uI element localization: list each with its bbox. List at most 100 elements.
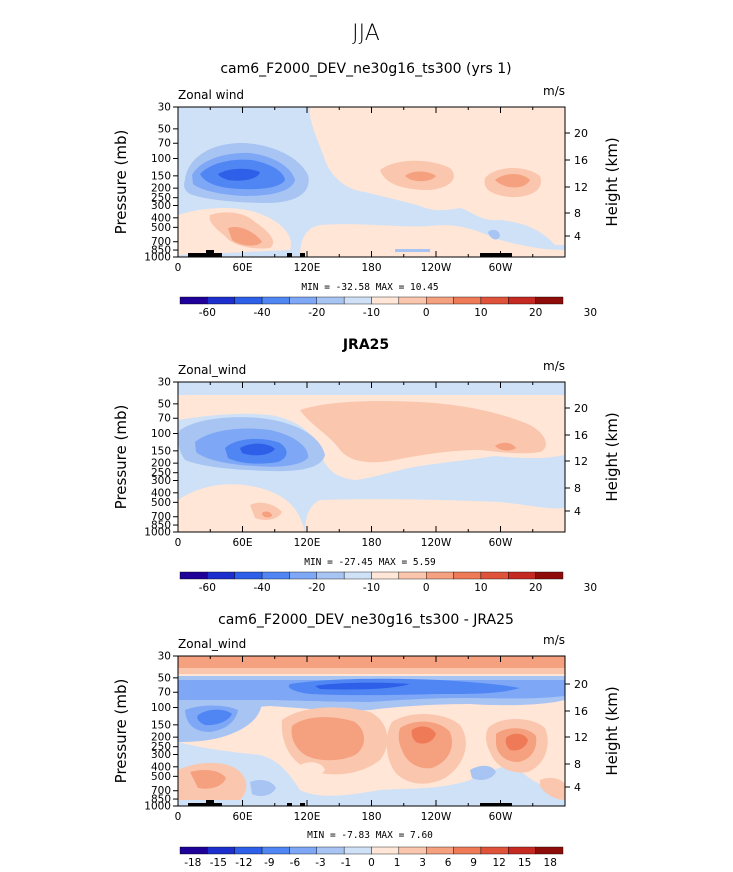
colorbar-swatch <box>207 296 235 305</box>
colorbar-swatch <box>398 846 427 855</box>
height-tick-label: 8 <box>574 758 581 771</box>
colorbar-swatch <box>453 571 482 580</box>
longitude-tick-label: 60W <box>489 262 513 274</box>
panel-1-title: cam6_F2000_DEV_ne30g16_ts300 (yrs 1) <box>220 61 511 77</box>
colorbar-swatch <box>343 571 372 580</box>
pressure-tick-label: 150 <box>151 719 171 731</box>
colorbar-swatch <box>207 846 235 855</box>
pressure-tick-label: 700 <box>151 236 171 248</box>
pressure-tick-label: 250 <box>151 741 171 753</box>
colorbar-tick-label: -15 <box>210 857 227 869</box>
colorbar-swatch <box>261 571 290 580</box>
longitude-tick-label: 120W <box>421 811 452 823</box>
height-tick-label: 12 <box>574 731 588 744</box>
panel-3-longitude-ticks: 0 60E 120E 180 120W 60W <box>175 656 566 823</box>
colorbar-swatch <box>289 296 317 305</box>
pressure-tick-label: 400 <box>151 761 171 773</box>
panel-1-topography <box>188 250 222 257</box>
pressure-tick-label: 100 <box>151 428 171 440</box>
pressure-tick-label: 1000 <box>144 252 171 264</box>
longitude-tick-label: 60E <box>233 262 253 274</box>
colorbar-tick-label: -20 <box>308 582 325 594</box>
colorbar-swatch <box>508 846 536 855</box>
longitude-tick-label: 120E <box>294 262 321 274</box>
colorbar-swatch <box>261 846 290 855</box>
height-tick-label: 4 <box>574 505 581 518</box>
height-tick-label: 12 <box>574 455 588 468</box>
colorbar-swatch <box>316 846 345 855</box>
panel-1-left-axis-label: Pressure (mb) <box>112 130 130 235</box>
panel-1-variable-label: Zonal wind <box>178 88 244 102</box>
panel-2-longitude-ticks: 0 60E 120E 180 120W 60W <box>175 382 566 549</box>
panel-1-longitude-ticks: 0 60E 120E 180 120W 60W <box>175 107 566 274</box>
longitude-tick-label: 60E <box>233 811 253 823</box>
colorbar-tick-label: 30 <box>584 582 597 594</box>
pressure-tick-label: 700 <box>151 785 171 797</box>
panel-2-height-ticks: 20 16 12 8 4 <box>565 402 588 518</box>
panel-1: cam6_F2000_DEV_ne30g16_ts300 (yrs 1) Zon… <box>112 61 621 319</box>
colorbar-tick-label: -10 <box>363 307 380 319</box>
longitude-tick-label: 120E <box>294 811 321 823</box>
colorbar-swatch <box>179 846 208 855</box>
colorbar-tick-label: 15 <box>518 857 531 869</box>
pressure-tick-label: 70 <box>158 138 171 150</box>
colorbar-tick-label: 1 <box>394 857 401 869</box>
colorbar-swatch <box>426 571 454 580</box>
pressure-tick-label: 1000 <box>144 801 171 813</box>
colorbar-swatch <box>535 846 564 855</box>
panel-2-title: JRA25 <box>342 337 389 353</box>
longitude-tick-label: 60E <box>233 537 253 549</box>
panel-1-plot <box>177 106 566 258</box>
panel-3-variable-label: Zonal_wind <box>178 637 246 651</box>
panel-3-height-ticks: 20 16 12 8 4 <box>565 678 588 794</box>
panel-3-colorbar: -18 -15 -12 -9 -6 -3 -1 0 1 3 6 9 12 15 18 <box>179 846 564 869</box>
colorbar-swatch <box>289 571 317 580</box>
panel-3-plot <box>177 655 566 807</box>
colorbar-swatch <box>261 296 290 305</box>
colorbar-swatch <box>343 846 372 855</box>
colorbar-swatch <box>289 846 317 855</box>
colorbar-swatch <box>207 571 235 580</box>
pressure-tick-label: 100 <box>151 153 171 165</box>
pressure-tick-label: 30 <box>158 651 171 663</box>
colorbar-swatch <box>371 571 400 580</box>
pressure-tick-label: 250 <box>151 467 171 479</box>
colorbar-tick-label: -40 <box>253 307 270 319</box>
height-tick-label: 12 <box>574 181 588 194</box>
colorbar-tick-label: 0 <box>423 582 430 594</box>
height-tick-label: 8 <box>574 207 581 220</box>
pressure-tick-label: 400 <box>151 212 171 224</box>
colorbar-swatch <box>480 571 509 580</box>
panel-2-right-axis-label: Height (km) <box>603 412 621 501</box>
pressure-tick-label: 50 <box>158 123 171 135</box>
colorbar-tick-label: 6 <box>445 857 452 869</box>
panel-1-height-ticks: 20 16 12 8 4 <box>565 127 588 243</box>
panel-1-units: m/s <box>543 84 565 98</box>
colorbar-swatch <box>398 296 427 305</box>
height-tick-label: 20 <box>574 127 588 140</box>
panel-2-left-axis-label: Pressure (mb) <box>112 405 130 510</box>
colorbar-swatch <box>179 296 208 305</box>
pressure-tick-label: 30 <box>158 102 171 114</box>
panel-2-colorbar: -60 -40 -20 -10 0 10 20 30 <box>179 571 597 594</box>
pressure-tick-label: 70 <box>158 687 171 699</box>
panel-2-variable-label: Zonal_wind <box>178 363 246 377</box>
pressure-tick-label: 1000 <box>144 527 171 539</box>
height-tick-label: 16 <box>574 705 588 718</box>
height-tick-label: 16 <box>574 429 588 442</box>
colorbar-tick-label: 12 <box>492 857 505 869</box>
colorbar-tick-label: -60 <box>199 307 216 319</box>
panel-2-plot <box>177 381 566 533</box>
colorbar-swatch <box>508 571 536 580</box>
pressure-tick-label: 100 <box>151 702 171 714</box>
colorbar-tick-label: -1 <box>341 857 351 869</box>
colorbar-tick-label: -18 <box>184 857 201 869</box>
colorbar-tick-label: -60 <box>199 582 216 594</box>
colorbar-swatch <box>535 571 564 580</box>
panel-3: cam6_F2000_DEV_ne30g16_ts300 - JRA25 Zon… <box>112 612 621 869</box>
colorbar-tick-label: 10 <box>474 582 487 594</box>
colorbar-swatch <box>480 296 509 305</box>
pressure-tick-label: 50 <box>158 398 171 410</box>
